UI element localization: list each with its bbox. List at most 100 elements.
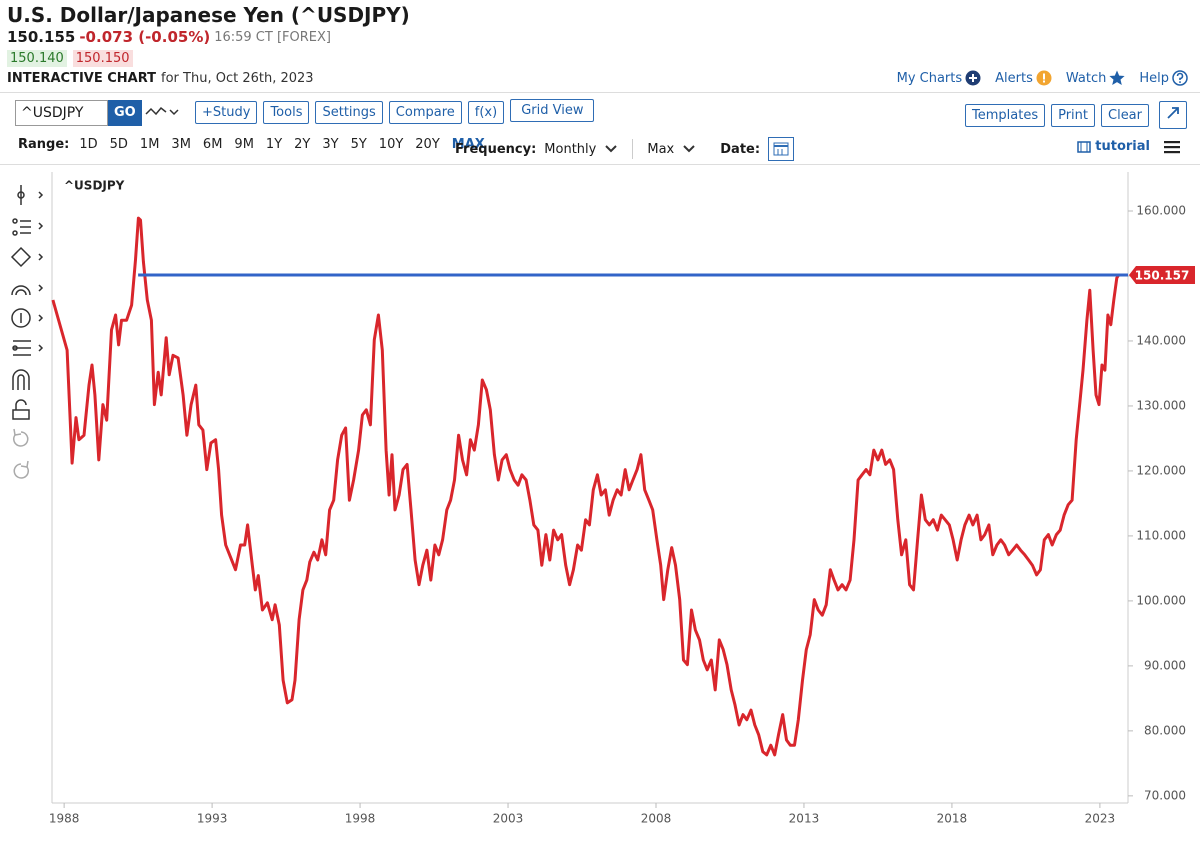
toolbar-button[interactable]: Grid View (510, 99, 595, 122)
nav-item[interactable]: Help (1139, 70, 1188, 86)
price-change: -0.073 (-0.05%) (79, 28, 211, 46)
menu-icon[interactable] (1164, 140, 1180, 154)
nav-icon[interactable] (1172, 70, 1188, 86)
calendar-button[interactable] (768, 137, 795, 161)
y-tick-label: 80.000 (1144, 723, 1186, 737)
y-tick-label: 100.000 (1136, 593, 1186, 607)
range-option[interactable]: 1M (139, 137, 160, 152)
range-label: Range: (18, 137, 70, 152)
toolbar-button[interactable]: Tools (263, 101, 310, 124)
nav-icon[interactable] (1109, 70, 1125, 86)
divider (0, 92, 1200, 93)
series-label: ^USDJPY (64, 179, 125, 193)
quote-time: 16:59 CT [FOREX] (214, 29, 331, 45)
range-option[interactable]: 20Y (415, 137, 440, 152)
range-option[interactable]: 10Y (378, 137, 404, 152)
x-tick-label: 1993 (197, 812, 228, 826)
page-title: U.S. Dollar/Japanese Yen (^USDJPY) (7, 3, 410, 27)
nav-label[interactable]: Help (1139, 70, 1169, 86)
toolbar-button[interactable]: Clear (1101, 103, 1149, 127)
x-tick-label: 1988 (49, 812, 80, 826)
dropdown-icon[interactable] (682, 144, 696, 154)
tool-icon[interactable] (13, 428, 29, 447)
chart-label: INTERACTIVE CHART (7, 71, 157, 86)
price-line (51, 216, 1121, 757)
period-value[interactable]: Max (647, 141, 675, 157)
dropdown-icon[interactable] (604, 144, 618, 154)
nav-label[interactable]: Alerts (995, 70, 1033, 86)
nav-icon[interactable] (1036, 70, 1052, 86)
tutorial-link[interactable]: tutorial (1095, 139, 1150, 154)
expand-icon[interactable] (1165, 105, 1181, 121)
x-tick-label: 2018 (937, 812, 968, 826)
range-option[interactable]: 2Y (294, 137, 311, 152)
range-option[interactable]: 9M (234, 137, 254, 152)
tool-icon[interactable] (11, 284, 44, 296)
nav-icon[interactable] (965, 70, 981, 86)
range-option[interactable]: 3M (171, 137, 191, 152)
nav-item[interactable]: My Charts (897, 70, 982, 86)
y-tick-label: 110.000 (1136, 528, 1186, 542)
last-price: 150.155 (7, 28, 76, 46)
y-tick-label: 160.000 (1136, 203, 1186, 217)
y-tick-label: 70.000 (1144, 788, 1186, 802)
tool-icon[interactable] (12, 340, 44, 356)
range-option[interactable]: 5Y (350, 137, 367, 152)
toolbar-button[interactable]: Settings (315, 101, 383, 124)
expand-button[interactable] (1159, 101, 1187, 129)
y-tick-label: 140.000 (1136, 333, 1186, 347)
range-option[interactable]: 6M (202, 137, 223, 152)
toolbar-button[interactable]: Templates (965, 103, 1046, 127)
toolbar-button[interactable]: Print (1051, 103, 1095, 127)
separator (632, 139, 634, 159)
chart-date: for Thu, Oct 26th, 2023 (161, 71, 314, 86)
frequency-label: Frequency: (455, 141, 537, 157)
toolbar-button[interactable]: +Study (195, 101, 258, 124)
divider (0, 164, 1200, 165)
symbol-input[interactable]: ^USDJPY (15, 100, 108, 126)
tool-icon[interactable] (12, 218, 44, 236)
chart-type-icon[interactable] (142, 100, 182, 126)
y-tick-label: 130.000 (1136, 398, 1186, 412)
x-tick-label: 2023 (1085, 812, 1116, 826)
nav-label[interactable]: My Charts (896, 70, 963, 86)
x-tick-label: 2008 (641, 812, 672, 826)
range-option[interactable]: 5D (109, 137, 128, 152)
chart: ^USDJPY 70.000 80.000 90.000 100.000 110.000… (49, 172, 1195, 826)
frequency-bar: Frequency: Monthly Max Date: (455, 137, 795, 161)
nav-label[interactable]: Watch (1065, 70, 1107, 86)
x-tick-label: 1998 (345, 812, 376, 826)
tool-icon[interactable] (12, 399, 30, 420)
y-tick-label: 90.000 (1144, 658, 1186, 672)
go-button[interactable]: GO (108, 100, 142, 126)
range-option[interactable]: 1D (79, 137, 98, 152)
tool-icon[interactable] (11, 308, 44, 328)
tool-icon[interactable] (13, 460, 29, 479)
toolbar-button[interactable]: Compare (388, 101, 462, 124)
bid-ask: 150.140 150.150 (7, 50, 133, 67)
nav-item[interactable]: Watch (1066, 70, 1125, 86)
symbol-box: ^USDJPY GO (15, 100, 182, 126)
tool-icon[interactable] (12, 369, 30, 390)
tutorial-bar: tutorial (1077, 139, 1180, 154)
range-option[interactable]: 1Y (265, 137, 283, 152)
tool-icon[interactable] (10, 246, 44, 268)
range-option[interactable]: 3Y (322, 137, 339, 152)
nav-item[interactable]: Alerts (995, 70, 1052, 86)
toolbar-button[interactable]: f(x) (467, 101, 505, 124)
chart-heading: INTERACTIVE CHART for Thu, Oct 26th, 202… (7, 71, 314, 86)
range-bar: Range: 1D 5D 1M 3M 6M 9M 1Y 2Y 3Y 5Y 10Y 20Y MAX (18, 137, 497, 152)
x-tick-label: 2003 (493, 812, 524, 826)
toolbar: +Study Tools Settings Compare f(x) Grid View (195, 99, 595, 124)
date-label: Date: (720, 141, 761, 157)
price-tag-label: 150.157 (1135, 268, 1190, 282)
price-tag (1129, 265, 1195, 284)
film-icon (1077, 140, 1092, 153)
tool-icon[interactable] (17, 185, 44, 205)
range-option[interactable]: MAX (451, 137, 485, 152)
toolbar-right: Templates Print Clear (965, 101, 1187, 129)
frequency-value[interactable]: Monthly (544, 141, 597, 157)
quote-row: 150.155 -0.073 (-0.05%) 16:59 CT [FOREX] (7, 28, 331, 46)
y-tick-label: 120.000 (1136, 463, 1186, 477)
